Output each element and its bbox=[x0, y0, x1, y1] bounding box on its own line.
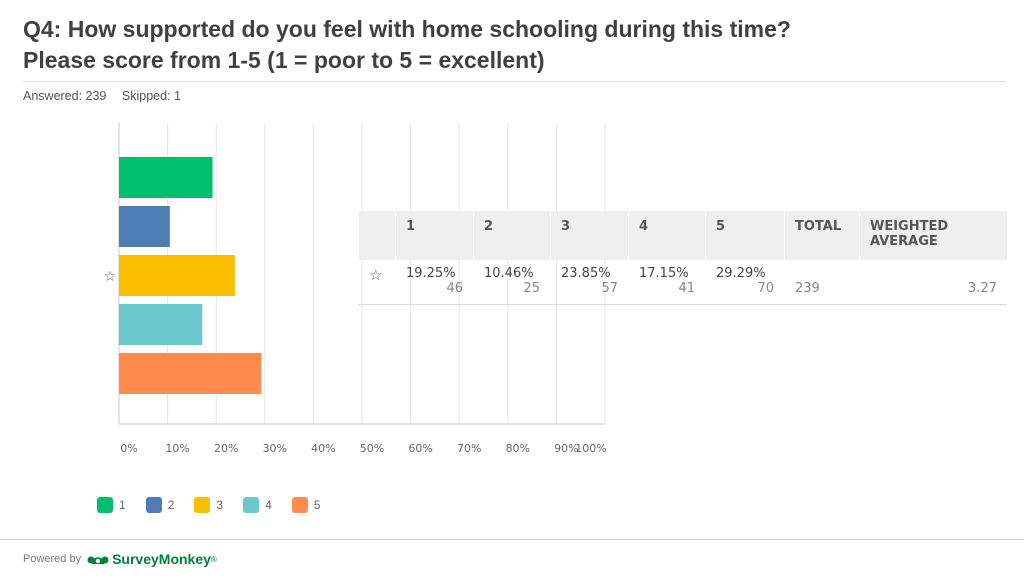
total-count: 239 bbox=[795, 281, 820, 296]
legend-item-4[interactable]: 4 bbox=[243, 497, 272, 513]
table-header-3: 3 bbox=[550, 211, 629, 260]
table-row: ☆ 19.25% 46 10.46% 25 23.85% 57 17.15% 41 29… bbox=[358, 260, 1007, 305]
bar-1 bbox=[119, 157, 213, 198]
question-title: Q4: How supported do you feel with home … bbox=[23, 14, 1003, 76]
legend-swatch-3 bbox=[194, 497, 211, 513]
percent-4: 17.15% bbox=[639, 266, 689, 281]
table-row-marker: ☆ bbox=[358, 260, 396, 305]
count-3: 57 bbox=[601, 281, 618, 296]
legend-label-5: 5 bbox=[313, 498, 321, 512]
powered-by-label: Powered by bbox=[23, 553, 82, 565]
bar-chart: 0% 10% 20% 30% 40% 50% 60% 70% 80% 90%100% ☆ bbox=[104, 123, 607, 455]
surveymonkey-logo-icon bbox=[87, 556, 109, 564]
count-4: 41 bbox=[678, 281, 695, 296]
percent-1: 19.25% bbox=[406, 266, 456, 281]
legend-label-3: 3 bbox=[216, 498, 224, 512]
question-title-line2: Please score from 1-5 (1 = poor to 5 = e… bbox=[23, 47, 545, 73]
x-tick-label: 40% bbox=[311, 442, 335, 455]
legend-swatch-1 bbox=[97, 497, 113, 513]
table-cell-weighted-average: 3.27 bbox=[859, 260, 1007, 305]
table-cell-4: 17.15% 41 bbox=[628, 260, 706, 305]
x-tick-label: 30% bbox=[263, 442, 287, 455]
star-icon[interactable]: ☆ bbox=[369, 266, 383, 284]
legend-swatch-2 bbox=[145, 497, 162, 513]
title-divider bbox=[23, 81, 1006, 82]
table-header-marker bbox=[358, 211, 396, 260]
table-cell-1: 19.25% 46 bbox=[395, 260, 474, 305]
x-tick-label: 60% bbox=[408, 442, 432, 455]
legend-item-2[interactable]: 2 bbox=[145, 497, 175, 513]
x-tick-label: 0% bbox=[120, 442, 137, 455]
brand-name: SurveyMonkey bbox=[112, 551, 211, 567]
table-cell-3: 23.85% 57 bbox=[550, 260, 629, 305]
legend-swatch-4 bbox=[243, 497, 260, 513]
table-cell-5: 29.29% 70 bbox=[705, 260, 785, 305]
legend-item-1[interactable]: 1 bbox=[97, 497, 126, 513]
x-tick-label: 80% bbox=[506, 442, 530, 455]
x-tick-label: 70% bbox=[457, 442, 481, 455]
weighted-average-value: 3.27 bbox=[968, 281, 997, 296]
registered-mark: ® bbox=[210, 554, 217, 564]
legend-label-2: 2 bbox=[167, 498, 175, 512]
percent-2: 10.46% bbox=[484, 266, 534, 281]
bar-5 bbox=[119, 353, 262, 394]
table-header-weighted-average: WEIGHTED AVERAGE bbox=[859, 211, 1007, 260]
response-stats: Answered: 239 Skipped: 1 bbox=[23, 89, 193, 103]
table-header-4: 4 bbox=[628, 211, 706, 260]
footer: Powered by SurveyMonkey ® bbox=[23, 551, 217, 567]
chart-legend: 1 2 3 4 5 bbox=[97, 497, 340, 513]
surveymonkey-logo[interactable]: SurveyMonkey ® bbox=[87, 551, 217, 567]
legend-item-3[interactable]: 3 bbox=[194, 497, 223, 513]
row-star-icon: ☆ bbox=[104, 269, 117, 285]
percent-3: 23.85% bbox=[561, 266, 611, 281]
bar-3 bbox=[119, 255, 235, 296]
footer-divider bbox=[0, 539, 1024, 540]
question-title-line1: Q4: How supported do you feel with home … bbox=[23, 16, 791, 42]
x-tick-label: 90% bbox=[554, 442, 578, 455]
legend-swatch-5 bbox=[291, 497, 308, 513]
table-header-row: 1 2 3 4 5 TOTAL WEIGHTED AVERAGE bbox=[358, 211, 1007, 260]
legend-item-5[interactable]: 5 bbox=[291, 497, 321, 513]
table-header-5: 5 bbox=[705, 211, 785, 260]
bar-2 bbox=[119, 206, 170, 247]
table-header-2: 2 bbox=[473, 211, 551, 260]
percent-5: 29.29% bbox=[716, 266, 766, 281]
x-tick-label: 50% bbox=[360, 442, 384, 455]
table-header-total: TOTAL bbox=[784, 211, 860, 260]
x-tick-label: 100% bbox=[575, 442, 606, 455]
legend-label-1: 1 bbox=[119, 498, 126, 512]
table-header-1: 1 bbox=[395, 211, 474, 260]
bar-4 bbox=[119, 304, 203, 345]
table-cell-2: 10.46% 25 bbox=[473, 260, 551, 305]
count-2: 25 bbox=[523, 281, 540, 296]
skipped-count: Skipped: 1 bbox=[121, 89, 181, 103]
summary-table: 1 2 3 4 5 TOTAL WEIGHTED AVERAGE ☆ 19.25%… bbox=[358, 211, 1007, 305]
x-tick-label: 20% bbox=[214, 442, 238, 455]
count-5: 70 bbox=[757, 281, 774, 296]
answered-count: Answered: 239 bbox=[23, 89, 107, 103]
table-cell-total: 239 bbox=[784, 260, 860, 305]
x-tick-label: 10% bbox=[165, 442, 189, 455]
legend-label-4: 4 bbox=[265, 498, 272, 512]
count-1: 46 bbox=[446, 281, 463, 296]
